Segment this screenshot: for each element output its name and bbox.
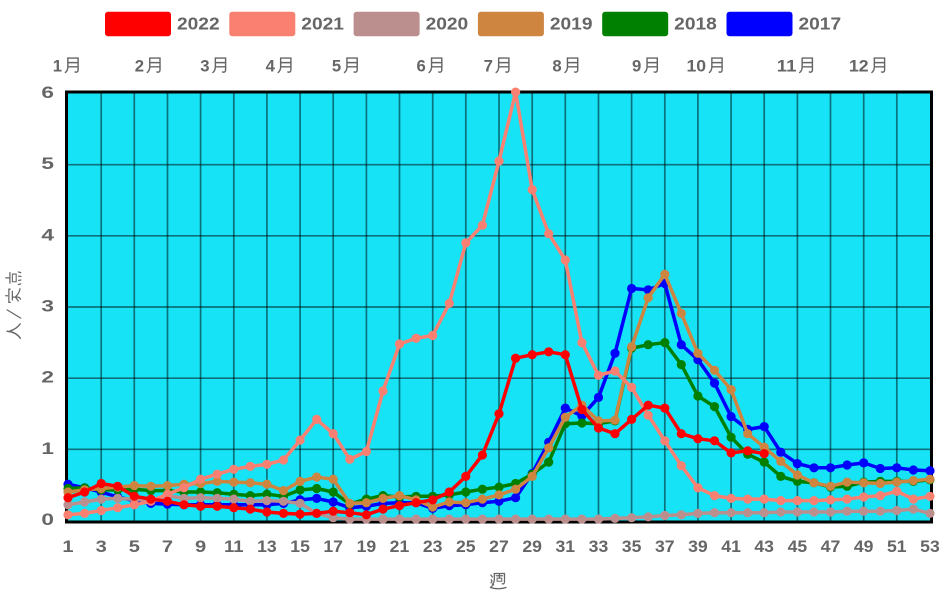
svg-text:23: 23 bbox=[423, 537, 443, 556]
svg-text:5: 5 bbox=[332, 57, 341, 76]
svg-text:43: 43 bbox=[754, 537, 774, 556]
svg-text:7: 7 bbox=[484, 57, 493, 76]
svg-text:9: 9 bbox=[195, 536, 206, 555]
svg-text:47: 47 bbox=[821, 537, 841, 556]
svg-text:2022: 2022 bbox=[177, 13, 220, 33]
svg-text:51: 51 bbox=[887, 537, 907, 556]
svg-text:39: 39 bbox=[688, 537, 708, 556]
svg-text:15: 15 bbox=[290, 537, 310, 556]
svg-text:29: 29 bbox=[522, 537, 542, 556]
svg-text:2019: 2019 bbox=[550, 13, 593, 33]
svg-text:3: 3 bbox=[200, 57, 209, 76]
svg-text:9: 9 bbox=[632, 57, 641, 76]
svg-text:3: 3 bbox=[41, 297, 54, 316]
svg-text:2017: 2017 bbox=[799, 13, 842, 33]
svg-text:31: 31 bbox=[556, 537, 576, 556]
svg-text:2020: 2020 bbox=[426, 13, 469, 33]
svg-text:1: 1 bbox=[41, 439, 54, 458]
svg-text:41: 41 bbox=[721, 537, 741, 556]
svg-text:0: 0 bbox=[41, 511, 54, 530]
svg-text:4: 4 bbox=[266, 57, 276, 76]
svg-text:2021: 2021 bbox=[301, 13, 344, 33]
svg-text:19: 19 bbox=[357, 537, 377, 556]
svg-text:8: 8 bbox=[552, 57, 561, 76]
svg-text:10: 10 bbox=[687, 57, 707, 76]
svg-text:5: 5 bbox=[129, 536, 140, 555]
svg-text:45: 45 bbox=[788, 537, 808, 556]
svg-text:4: 4 bbox=[41, 226, 55, 245]
svg-text:12: 12 bbox=[849, 57, 869, 76]
svg-text:49: 49 bbox=[854, 537, 874, 556]
svg-text:2018: 2018 bbox=[674, 13, 717, 33]
svg-text:7: 7 bbox=[162, 536, 173, 555]
svg-text:5: 5 bbox=[41, 155, 54, 174]
svg-text:11: 11 bbox=[777, 57, 797, 76]
svg-text:27: 27 bbox=[489, 537, 509, 556]
svg-text:2: 2 bbox=[41, 368, 54, 387]
svg-text:2: 2 bbox=[135, 57, 144, 76]
svg-text:53: 53 bbox=[920, 537, 940, 556]
svg-text:6: 6 bbox=[41, 84, 54, 103]
svg-text:33: 33 bbox=[589, 537, 609, 556]
svg-text:17: 17 bbox=[323, 537, 343, 556]
svg-text:13: 13 bbox=[257, 537, 277, 556]
svg-text:11: 11 bbox=[224, 537, 244, 556]
svg-text:1: 1 bbox=[53, 57, 62, 76]
svg-text:25: 25 bbox=[456, 537, 476, 556]
svg-text:3: 3 bbox=[96, 536, 107, 555]
svg-text:21: 21 bbox=[390, 537, 410, 556]
svg-text:6: 6 bbox=[417, 57, 426, 76]
svg-text:35: 35 bbox=[622, 537, 642, 556]
svg-text:1: 1 bbox=[62, 536, 73, 555]
svg-text:37: 37 bbox=[655, 537, 675, 556]
